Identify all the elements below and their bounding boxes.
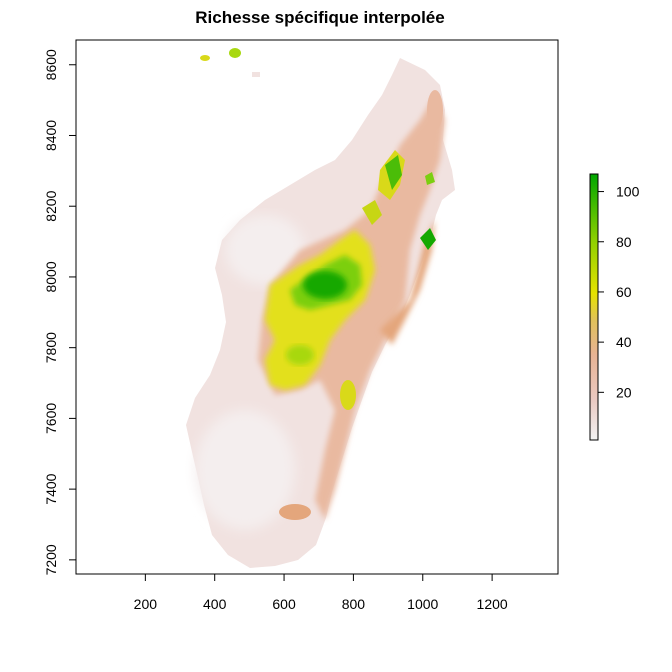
y-tick-label: 7400 bbox=[43, 473, 59, 504]
x-tick-label: 200 bbox=[134, 596, 158, 612]
x-tick-label: 600 bbox=[272, 596, 296, 612]
legend-tick-label: 40 bbox=[616, 334, 632, 350]
y-tick-label: 7200 bbox=[43, 544, 59, 575]
legend-tick-label: 20 bbox=[616, 384, 632, 400]
south-central-high-zone bbox=[340, 380, 356, 410]
legend-ticks: 20 40 60 80 100 bbox=[598, 184, 640, 400]
south-patch bbox=[279, 504, 311, 520]
x-tick-label: 400 bbox=[203, 596, 227, 612]
legend-tick-label: 80 bbox=[616, 234, 632, 250]
north-green-core bbox=[385, 155, 402, 190]
legend-tick-label: 60 bbox=[616, 284, 632, 300]
y-tick-label: 8000 bbox=[43, 261, 59, 292]
x-tick-label: 1200 bbox=[477, 596, 508, 612]
madagascar-landmass bbox=[186, 48, 455, 568]
small-island bbox=[252, 72, 260, 77]
y-tick-label: 7600 bbox=[43, 403, 59, 434]
y-axis: 7200 7400 7600 7800 8000 8200 8400 8600 bbox=[43, 49, 77, 575]
central-dark-green-core bbox=[303, 271, 347, 299]
y-tick-label: 8400 bbox=[43, 120, 59, 151]
x-tick-label: 1000 bbox=[407, 596, 438, 612]
comoros-island-east bbox=[229, 48, 241, 58]
map-title: Richesse spécifique interpolée bbox=[195, 8, 445, 27]
y-tick-label: 8200 bbox=[43, 190, 59, 221]
comoros-island-west bbox=[200, 55, 210, 61]
x-axis: 200 400 600 800 1000 1200 bbox=[134, 573, 508, 612]
y-tick-label: 7800 bbox=[43, 332, 59, 363]
x-tick-label: 800 bbox=[342, 596, 366, 612]
midwest-green-core bbox=[286, 345, 314, 365]
y-tick-label: 8600 bbox=[43, 49, 59, 80]
legend-colorbar bbox=[589, 173, 599, 441]
nosy-boraha-island bbox=[425, 172, 435, 185]
north-patch bbox=[427, 90, 443, 130]
south-low-area bbox=[195, 410, 295, 530]
east-green-core bbox=[420, 228, 436, 250]
legend-tick-label: 100 bbox=[616, 184, 640, 200]
northeast-high-zone bbox=[362, 200, 382, 225]
